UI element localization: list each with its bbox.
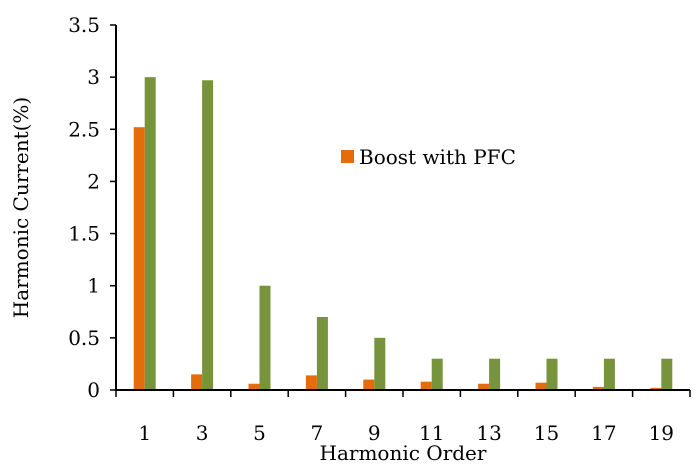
- bar-boost-with-pfc-17: [592, 386, 604, 390]
- x-tick-label: 1: [138, 421, 151, 445]
- x-tick-label: 11: [419, 421, 444, 445]
- y-tick-label: 1: [87, 274, 100, 298]
- x-tick-label: 15: [534, 421, 559, 445]
- bar-series2-9: [374, 337, 386, 390]
- y-tick-label: 2.5: [68, 117, 100, 141]
- bar-series2-11: [431, 358, 443, 390]
- bar-series2-19: [661, 358, 673, 390]
- x-tick-label: 9: [368, 421, 381, 445]
- bar-series2-3: [202, 80, 214, 391]
- bar-series2-15: [546, 358, 558, 390]
- legend-label-boost-with-pfc: Boost with PFC: [359, 145, 516, 169]
- x-tick-label: 7: [311, 421, 324, 445]
- y-tick-label: 1.5: [68, 222, 100, 246]
- bar-boost-with-pfc-5: [248, 383, 260, 390]
- x-axis-title: Harmonic Order: [320, 441, 487, 464]
- y-tick-label: 0: [87, 378, 100, 402]
- bar-boost-with-pfc-3: [191, 374, 203, 390]
- bar-series2-5: [259, 285, 271, 390]
- bar-boost-with-pfc-15: [535, 382, 547, 390]
- legend: Boost with PFC: [341, 145, 516, 169]
- bar-series2-1: [144, 77, 156, 391]
- bar-boost-with-pfc-1: [133, 127, 145, 390]
- y-tick-label: 2: [87, 169, 100, 193]
- y-tick-label: 0.5: [68, 326, 100, 350]
- y-axis-title: Harmonic Current(%): [9, 97, 33, 318]
- bar-boost-with-pfc-13: [478, 383, 490, 390]
- tick-labels-layer: 00.511.522.533.51 3 5 7 9 11 13 15 17 19: [68, 13, 674, 445]
- x-tick-label: 13: [476, 421, 501, 445]
- bar-series2-17: [603, 358, 615, 390]
- legend-swatch-boost-with-pfc: [341, 150, 354, 163]
- bar-series2-7: [316, 317, 328, 390]
- bar-boost-with-pfc-19: [650, 387, 662, 390]
- y-tick-label: 3: [87, 65, 100, 89]
- bar-boost-with-pfc-11: [420, 381, 432, 390]
- x-tick-label: 5: [253, 421, 266, 445]
- x-tick-label: 3: [196, 421, 209, 445]
- axes-layer: [110, 24, 691, 397]
- y-tick-label: 3.5: [68, 13, 100, 37]
- bar-boost-with-pfc-7: [305, 375, 317, 390]
- x-tick-label: 19: [649, 421, 674, 445]
- x-tick-label: 17: [591, 421, 616, 445]
- bars-layer: [133, 77, 673, 391]
- bar-boost-with-pfc-9: [363, 379, 375, 390]
- bar-series2-13: [489, 358, 501, 390]
